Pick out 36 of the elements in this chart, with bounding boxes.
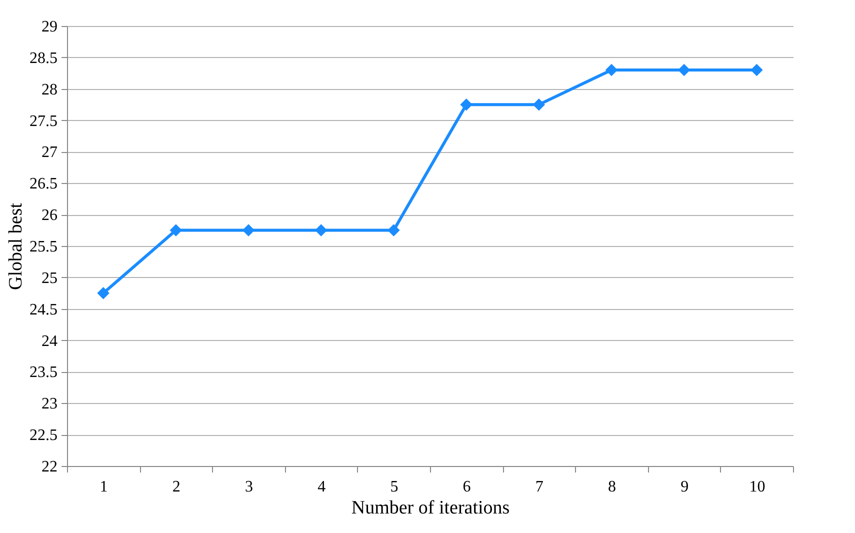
y-tick-label: 29 — [42, 18, 58, 36]
x-tick-label: 7 — [535, 478, 544, 496]
point — [314, 224, 328, 236]
y-tick-label: 27.5 — [30, 112, 58, 130]
y-tick-label: 26.5 — [30, 176, 58, 193]
y-tick-label: 23.5 — [30, 364, 58, 382]
y-tick-label: 25 — [42, 270, 58, 287]
y-tick-label: 23 — [42, 396, 58, 413]
y-tick-label: 22 — [42, 458, 58, 476]
x-tick-label: 4 — [318, 478, 326, 496]
point — [170, 224, 182, 236]
x-tick-label: 6 — [462, 478, 471, 496]
point — [605, 64, 618, 76]
x-tick-label: 10 — [749, 478, 766, 496]
y-axis-title: Global best — [6, 202, 26, 290]
y-tick-label: 27 — [42, 144, 58, 162]
point — [97, 287, 110, 300]
x-tick-label: 1 — [100, 478, 108, 496]
x-tick-label: 9 — [680, 478, 689, 496]
x-tick-label: 3 — [245, 478, 253, 496]
x-tick-label: 8 — [608, 478, 616, 496]
point — [388, 224, 400, 236]
point — [750, 64, 763, 76]
point — [242, 224, 255, 236]
x-tick-label: 5 — [390, 478, 398, 496]
x-tick-label: 2 — [172, 478, 180, 496]
point — [460, 98, 472, 111]
y-tick-label: 22.5 — [30, 427, 58, 444]
point — [532, 98, 546, 111]
y-tick-label: 26 — [42, 207, 58, 224]
y-tick-label: 28.5 — [30, 50, 58, 67]
x-axis-title: Number of iterations — [351, 498, 510, 518]
y-tick-label: 25.5 — [30, 238, 58, 256]
y-tick-label: 24.5 — [30, 301, 58, 318]
y-tick-label: 24 — [42, 332, 58, 350]
y-tick-label: 28 — [42, 81, 58, 98]
